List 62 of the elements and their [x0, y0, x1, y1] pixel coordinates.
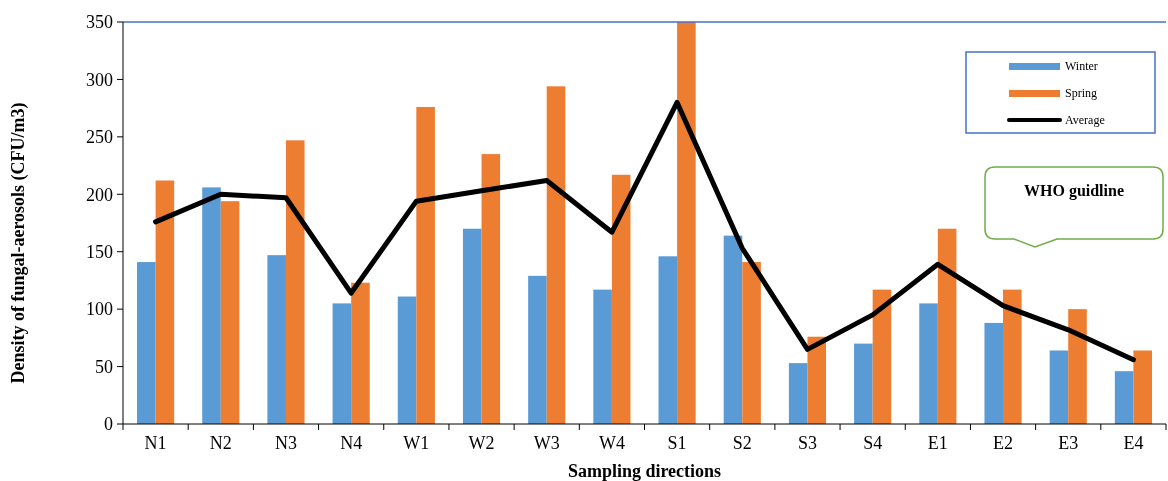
y-tick-label: 300	[86, 69, 113, 90]
x-tick-label: N3	[274, 433, 297, 453]
bar	[723, 235, 743, 424]
bar	[220, 201, 240, 424]
bar	[872, 289, 892, 424]
x-tick-label: S1	[667, 433, 687, 453]
x-tick-label: S4	[863, 433, 883, 453]
bar	[937, 228, 957, 424]
legend-label: Average	[1065, 113, 1105, 128]
x-tick-label: S3	[797, 433, 817, 453]
bar	[677, 22, 696, 424]
bar	[528, 275, 547, 424]
bar	[788, 363, 808, 424]
bar	[416, 106, 435, 424]
bar	[742, 262, 761, 424]
x-tick-label: E4	[1123, 433, 1144, 453]
bar	[1133, 350, 1152, 424]
x-tick-label: N4	[340, 433, 363, 453]
bar	[1114, 371, 1134, 424]
bar	[611, 174, 631, 424]
y-tick-label: 150	[86, 242, 113, 263]
y-tick-label: 50	[95, 356, 113, 377]
bar	[1049, 350, 1069, 424]
x-tick-label: W2	[468, 433, 495, 453]
x-tick-label: N2	[209, 433, 232, 453]
bar	[397, 296, 417, 424]
bar	[202, 187, 221, 424]
x-tick-label: S2	[732, 433, 752, 453]
bar	[854, 343, 873, 424]
bar	[593, 289, 612, 424]
annotation: WHO guidline	[1023, 182, 1125, 200]
x-tick-label: W1	[403, 433, 430, 453]
y-tick-label: 200	[86, 184, 113, 205]
y-tick-label: 0	[104, 414, 113, 435]
y-axis-title: Density of fungal-aerosols (CFU/m3)	[8, 102, 29, 384]
x-tick-label: N1	[144, 433, 167, 453]
bar	[155, 180, 175, 424]
bar	[267, 255, 286, 424]
bar	[285, 140, 305, 424]
x-tick-label: W4	[598, 433, 625, 453]
bar	[137, 262, 156, 424]
bar	[546, 86, 566, 424]
bar	[481, 154, 501, 424]
x-tick-label: E2	[993, 433, 1014, 453]
x-axis-title: Sampling directions	[567, 461, 722, 481]
bar	[332, 303, 352, 424]
bar	[807, 336, 827, 424]
bar	[351, 282, 370, 424]
bar	[1068, 309, 1087, 424]
legend-label: Spring	[1065, 86, 1098, 101]
bar	[984, 322, 1004, 424]
x-tick-label: E3	[1058, 433, 1079, 453]
bar	[658, 256, 678, 424]
y-tick-label: 250	[86, 127, 113, 148]
bar	[919, 303, 938, 424]
x-tick-label: E1	[927, 433, 948, 453]
y-tick-label: 100	[86, 299, 113, 320]
legend-label: Winter	[1065, 59, 1098, 74]
y-tick-label: 350	[86, 12, 113, 33]
bar	[1003, 289, 1022, 424]
x-tick-label: W3	[533, 433, 560, 453]
bar	[462, 228, 482, 424]
